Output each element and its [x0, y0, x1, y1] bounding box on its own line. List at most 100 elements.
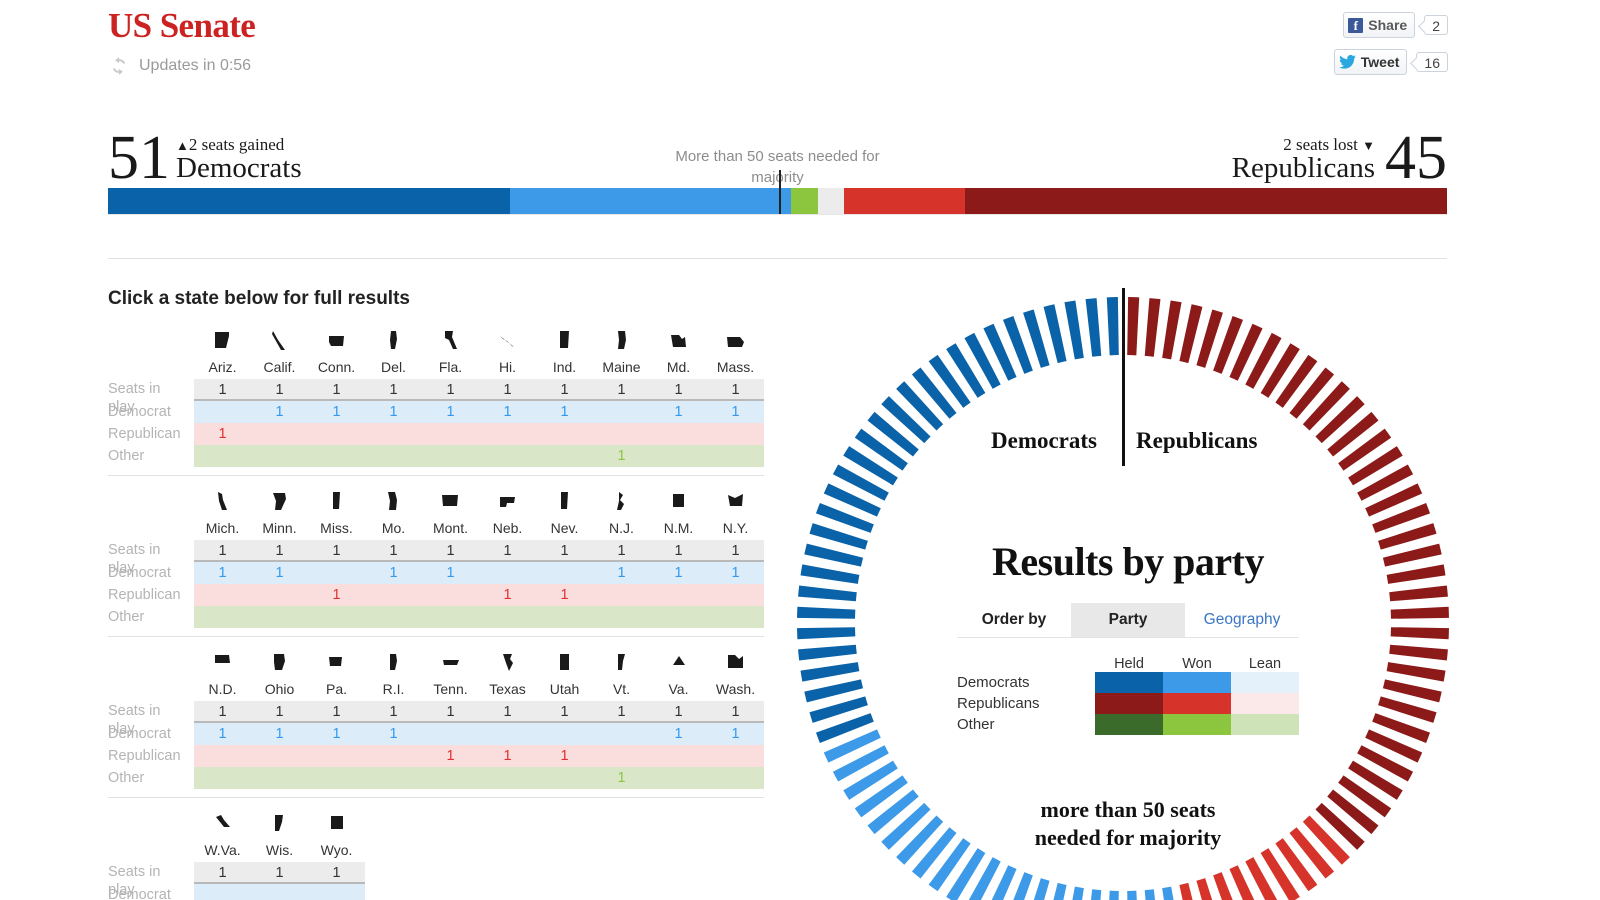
donut-seat-segment[interactable]	[1357, 464, 1414, 501]
state-label[interactable]: R.I.	[382, 681, 405, 697]
table-cell[interactable]: 1	[593, 379, 650, 401]
table-cell[interactable]: 1	[536, 584, 593, 606]
state-label[interactable]: Va.	[668, 681, 689, 697]
table-cell[interactable]	[365, 584, 422, 606]
table-cell[interactable]: 1	[365, 562, 422, 584]
donut-seat-segment[interactable]	[1260, 343, 1300, 398]
facebook-share-button[interactable]: f Share	[1343, 12, 1416, 38]
donut-seat-segment[interactable]	[1275, 838, 1318, 892]
table-cell[interactable]	[194, 401, 251, 423]
donut-seat-segment[interactable]	[1044, 882, 1067, 900]
donut-seat-segment[interactable]	[1213, 315, 1244, 374]
table-cell[interactable]	[251, 884, 308, 900]
table-cell[interactable]: 1	[479, 379, 536, 401]
table-cell[interactable]: 1	[308, 401, 365, 423]
state-label[interactable]: Del.	[381, 359, 406, 375]
state-shape-wis-icon[interactable]	[251, 812, 308, 838]
table-cell[interactable]: 1	[536, 401, 593, 423]
donut-seat-segment[interactable]	[804, 543, 864, 567]
donut-seat-segment[interactable]	[964, 857, 1001, 900]
table-cell[interactable]: 1	[251, 862, 308, 884]
state-label[interactable]: Wash.	[715, 681, 756, 697]
state-label[interactable]: Pa.	[325, 681, 347, 697]
state-label[interactable]: Hi.	[498, 359, 517, 375]
donut-seat-segment[interactable]	[1043, 304, 1067, 364]
table-cell[interactable]: 1	[422, 540, 479, 562]
donut-seat-segment[interactable]	[800, 662, 860, 682]
donut-seat-segment[interactable]	[1260, 848, 1300, 900]
table-cell[interactable]	[650, 445, 707, 467]
donut-seat-segment[interactable]	[1327, 411, 1379, 457]
table-cell[interactable]	[707, 445, 764, 467]
donut-seat-segment[interactable]	[1386, 564, 1446, 584]
donut-seat-segment[interactable]	[881, 802, 931, 850]
table-cell[interactable]	[365, 445, 422, 467]
table-cell[interactable]: 1	[479, 401, 536, 423]
table-cell[interactable]: 1	[365, 723, 422, 745]
donut-seat-segment[interactable]	[815, 502, 874, 533]
state-shape-vt-icon[interactable]	[593, 651, 650, 677]
state-shape-md-icon[interactable]	[650, 329, 707, 355]
state-label[interactable]: Mont.	[432, 520, 468, 536]
table-cell[interactable]	[308, 423, 365, 445]
table-cell[interactable]	[308, 562, 365, 584]
state-label[interactable]: Wyo.	[320, 842, 353, 858]
table-cell[interactable]: 1	[308, 862, 365, 884]
donut-seat-segment[interactable]	[1302, 815, 1350, 865]
donut-seat-segment[interactable]	[896, 815, 944, 865]
state-shape-ind-icon[interactable]	[536, 329, 593, 355]
table-cell[interactable]	[707, 423, 764, 445]
table-cell[interactable]: 1	[251, 401, 308, 423]
table-cell[interactable]	[251, 745, 308, 767]
donut-seat-segment[interactable]	[1275, 354, 1318, 408]
donut-seat-segment[interactable]	[1372, 713, 1431, 744]
table-cell[interactable]	[593, 423, 650, 445]
table-cell[interactable]	[308, 884, 365, 900]
table-cell[interactable]	[536, 606, 593, 628]
state-label[interactable]: Utah	[549, 681, 580, 697]
table-cell[interactable]: 1	[308, 701, 365, 723]
table-cell[interactable]	[422, 606, 479, 628]
state-shape-ri-icon[interactable]	[365, 651, 422, 677]
table-cell[interactable]	[422, 767, 479, 789]
donut-seat-segment[interactable]	[1086, 889, 1102, 900]
donut-seat-segment[interactable]	[1162, 300, 1182, 360]
table-cell[interactable]: 1	[650, 540, 707, 562]
table-cell[interactable]: 1	[650, 562, 707, 584]
state-label[interactable]: Minn.	[262, 520, 297, 536]
table-cell[interactable]	[536, 445, 593, 467]
table-cell[interactable]	[365, 606, 422, 628]
donut-seat-segment[interactable]	[964, 332, 1001, 389]
donut-seat-segment[interactable]	[1365, 483, 1423, 517]
table-cell[interactable]: 1	[479, 701, 536, 723]
table-cell[interactable]	[422, 584, 479, 606]
state-shape-fla-icon[interactable]	[422, 329, 479, 355]
table-cell[interactable]: 1	[707, 379, 764, 401]
donut-seat-segment[interactable]	[928, 354, 971, 408]
donut-seat-segment[interactable]	[1365, 729, 1423, 763]
table-cell[interactable]	[308, 606, 365, 628]
table-cell[interactable]: 1	[365, 379, 422, 401]
table-cell[interactable]: 1	[251, 701, 308, 723]
table-cell[interactable]	[536, 723, 593, 745]
donut-seat-segment[interactable]	[1213, 872, 1243, 900]
donut-seat-segment[interactable]	[1023, 878, 1050, 900]
table-cell[interactable]: 1	[251, 379, 308, 401]
donut-seat-segment[interactable]	[1245, 332, 1282, 389]
table-cell[interactable]: 1	[251, 723, 308, 745]
state-label[interactable]: Calif.	[263, 359, 296, 375]
donut-seat-segment[interactable]	[1229, 865, 1262, 900]
donut-seat-segment[interactable]	[1002, 315, 1033, 374]
donut-seat-segment[interactable]	[1378, 696, 1437, 723]
table-cell[interactable]	[251, 584, 308, 606]
table-cell[interactable]: 1	[422, 562, 479, 584]
donut-seat-segment[interactable]	[1144, 298, 1161, 357]
donut-seat-segment[interactable]	[1127, 890, 1139, 900]
table-cell[interactable]	[650, 606, 707, 628]
table-cell[interactable]	[479, 723, 536, 745]
table-cell[interactable]: 1	[422, 745, 479, 767]
table-cell[interactable]: 1	[650, 379, 707, 401]
state-label[interactable]: Md.	[666, 359, 691, 375]
state-label[interactable]: Miss.	[320, 520, 353, 536]
state-shape-miss-icon[interactable]	[308, 490, 365, 516]
